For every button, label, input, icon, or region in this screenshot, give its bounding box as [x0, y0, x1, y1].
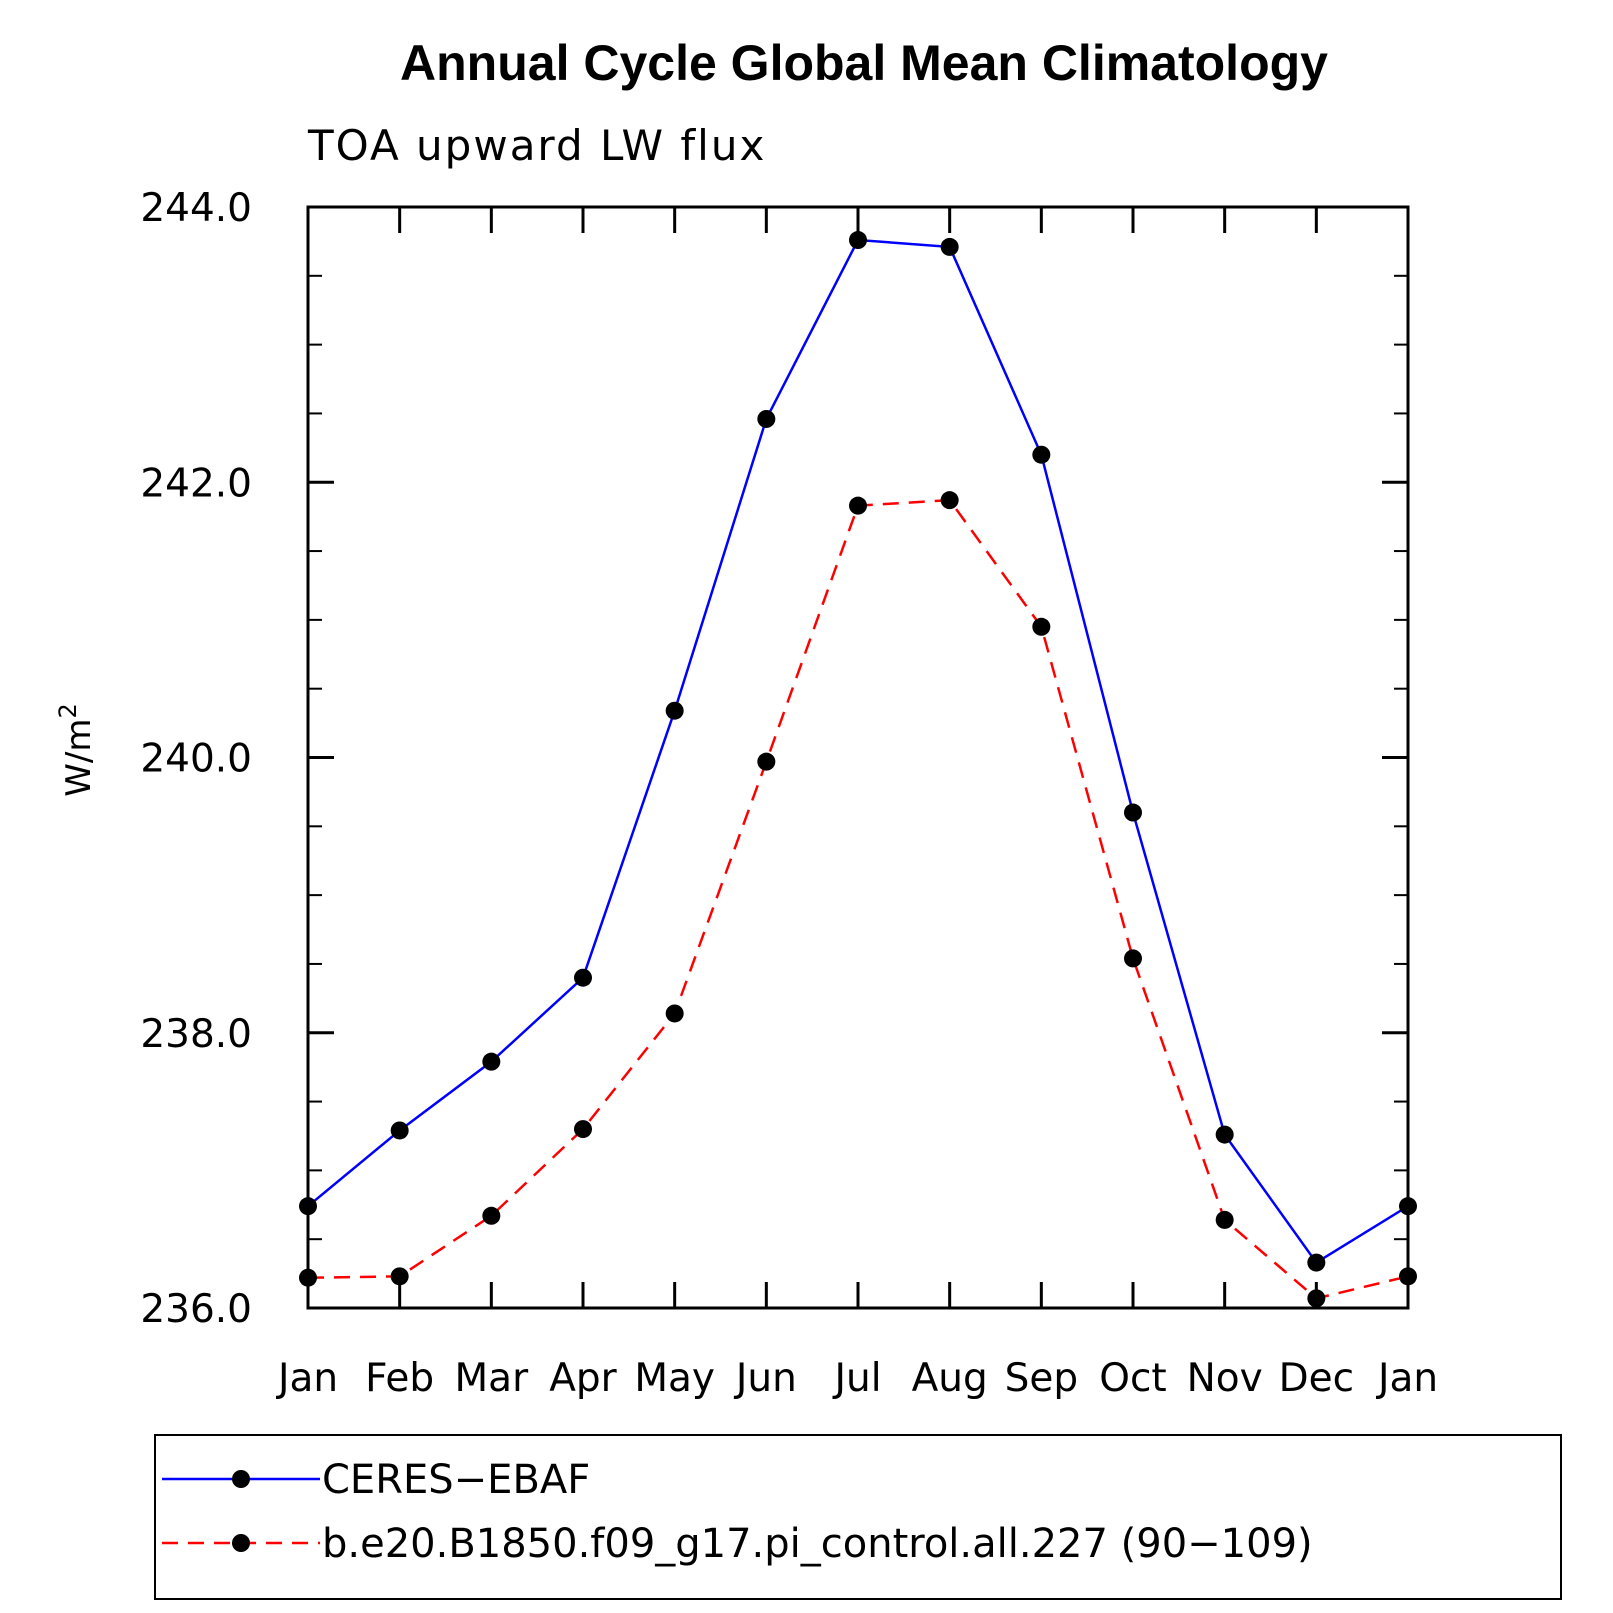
y-axis-label-text: W/m	[59, 719, 99, 797]
data-point	[299, 1268, 317, 1287]
data-point	[940, 237, 959, 256]
data-point	[1215, 1125, 1234, 1144]
data-point	[757, 752, 776, 771]
series-line-1	[307, 238, 1409, 1265]
data-point	[1124, 949, 1142, 968]
chart-title: Annual Cycle Global Mean Climatology	[400, 35, 1328, 91]
x-tick-label: Mar	[455, 1356, 530, 1401]
x-tick-label: Feb	[365, 1356, 434, 1401]
plot-frame	[306, 205, 1410, 1310]
y-tick-label: 238.0	[140, 1012, 252, 1057]
chart-subtitle: TOA upward LW flux	[307, 121, 766, 170]
data-point	[940, 491, 959, 510]
x-tick-label: Sep	[1005, 1356, 1079, 1401]
data-point	[1215, 1210, 1234, 1229]
data-point	[574, 1120, 592, 1139]
data-point	[849, 231, 867, 250]
y-tick-label: 240.0	[140, 737, 252, 782]
x-tick-label: Aug	[912, 1356, 988, 1401]
x-tick-label: May	[634, 1356, 715, 1401]
y-tick-label: 242.0	[140, 461, 252, 506]
data-point	[665, 1004, 684, 1023]
x-tick-label: Apr	[549, 1356, 617, 1401]
data-point	[1032, 445, 1051, 464]
data-point	[1032, 617, 1051, 636]
y-axis-label: W/m2	[54, 703, 99, 796]
x-tick-label: Nov	[1187, 1356, 1263, 1401]
data-point	[1307, 1253, 1326, 1272]
data-point	[1307, 1289, 1326, 1308]
data-point	[482, 1052, 501, 1071]
y-tick-label: 244.0	[140, 186, 252, 231]
data-point	[1399, 1197, 1417, 1216]
data-point	[1399, 1267, 1417, 1286]
legend-marker	[232, 1470, 250, 1488]
data-point	[1124, 803, 1142, 822]
data-point	[482, 1206, 501, 1225]
x-tick-label: Jan	[275, 1356, 338, 1401]
data-point	[849, 496, 867, 515]
x-tick-label: Jan	[1375, 1356, 1438, 1401]
data-point	[665, 701, 684, 720]
data-point	[299, 1197, 317, 1216]
y-tick-label: 236.0	[140, 1287, 252, 1332]
legend-marker	[232, 1534, 250, 1552]
series-layer	[299, 231, 1417, 1308]
legend-box	[154, 1434, 1562, 1600]
series-line-2	[307, 498, 1409, 1300]
axes: Jan Feb Mar Apr May Jun Jul Aug Sep Oct Nov Dec Jan 2…	[140, 186, 1438, 1401]
data-point	[390, 1121, 409, 1140]
legend-label-2: b.e20.B1850.f09_g17.pi_control.all.227 (…	[322, 1521, 1313, 1567]
x-tick-label: Dec	[1279, 1356, 1354, 1401]
legend: CERES−EBAF b.e20.B1850.f09_g17.pi_control…	[154, 1434, 1562, 1600]
y-axis-label-superscript: 2	[54, 703, 82, 718]
x-tick-label: Jun	[733, 1356, 797, 1401]
data-point	[390, 1267, 409, 1286]
legend-label-1: CERES−EBAF	[322, 1457, 590, 1503]
x-tick-label: Oct	[1099, 1356, 1166, 1401]
x-tick-label: Jul	[831, 1356, 881, 1401]
data-point	[757, 409, 776, 428]
data-point	[574, 968, 592, 987]
